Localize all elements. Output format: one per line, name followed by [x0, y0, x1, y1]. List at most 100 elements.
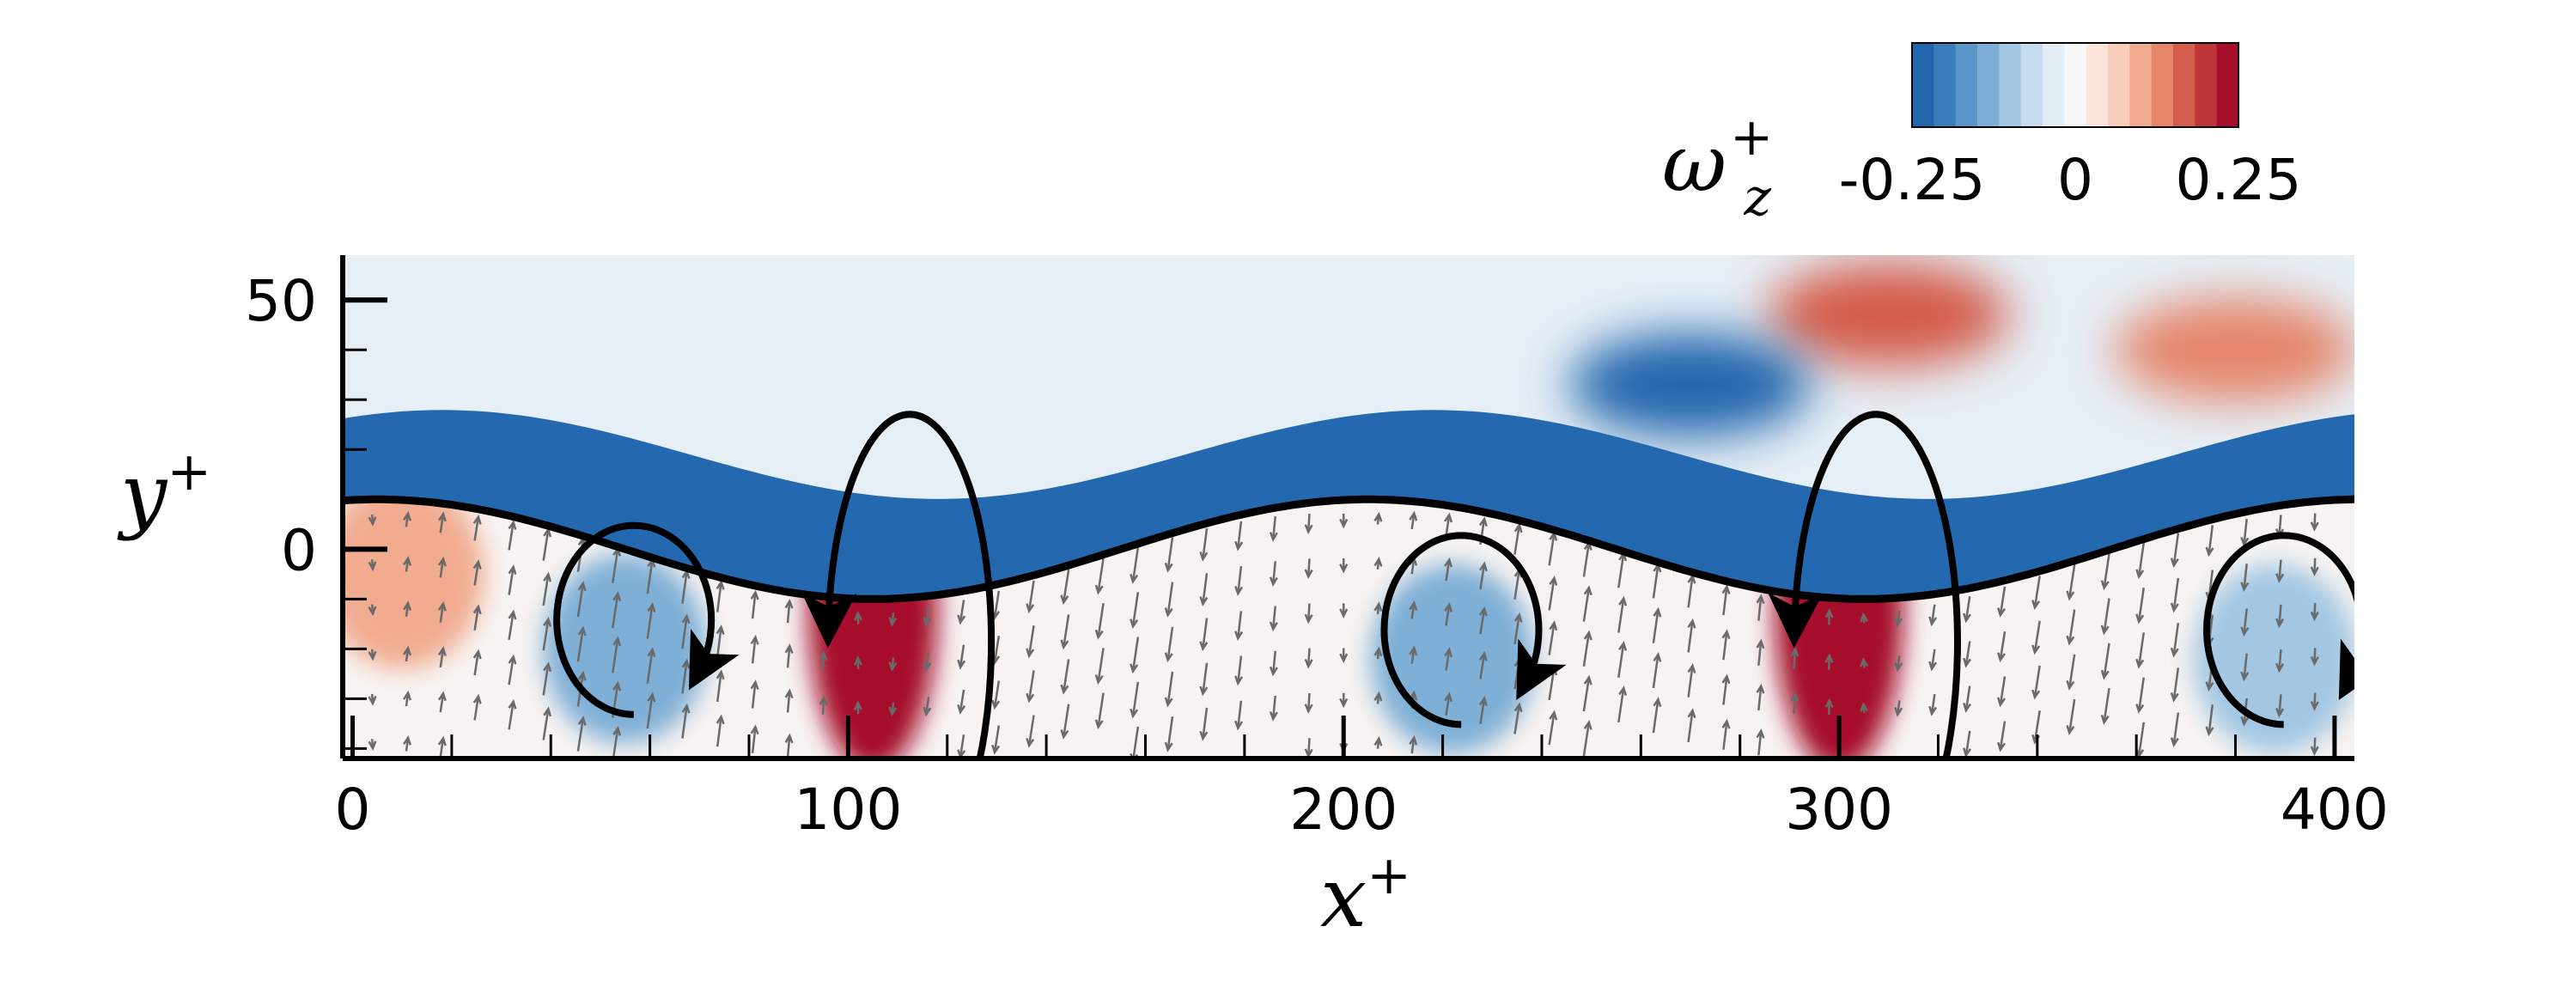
- velocity-vector: [1271, 606, 1276, 630]
- velocity-vector: [1410, 737, 1416, 754]
- velocity-vector: [2278, 694, 2282, 716]
- velocity-vector: [786, 600, 791, 624]
- velocity-vector: [612, 548, 619, 584]
- velocity-vector: [1063, 614, 1070, 648]
- velocity-vector: [1548, 712, 1556, 746]
- velocity-vector-head: [1618, 595, 1628, 606]
- velocity-vector: [959, 644, 965, 667]
- velocity-vector: [1999, 631, 2007, 661]
- velocity-vector-head: [1339, 564, 1349, 574]
- velocity-vector-head: [1060, 684, 1069, 695]
- velocity-vector-head: [2310, 701, 2319, 711]
- velocity-vector: [2313, 513, 2317, 530]
- x-tick-label: 200: [1289, 777, 1398, 843]
- velocity-vector: [1582, 677, 1591, 712]
- vortex-marker-clockwise: [2203, 532, 2354, 728]
- velocity-vector-head: [1894, 661, 1903, 673]
- velocity-vector-head: [403, 734, 412, 746]
- velocity-vector: [2103, 687, 2110, 723]
- velocity-vector: [508, 612, 515, 641]
- velocity-vector-head: [681, 658, 691, 669]
- velocity-vector: [1063, 704, 1070, 738]
- velocity-vector: [1063, 659, 1070, 692]
- velocity-vector-head: [2100, 715, 2110, 725]
- velocity-vector-head: [1997, 741, 2006, 753]
- velocity-vector-head: [819, 650, 828, 661]
- velocity-vector: [1202, 662, 1209, 694]
- velocity-vector-head: [577, 670, 587, 681]
- velocity-vector: [1202, 573, 1209, 605]
- velocity-vector: [1166, 716, 1174, 750]
- velocity-vector-head: [472, 649, 482, 660]
- velocity-vector: [1757, 730, 1763, 756]
- velocity-vector-head: [2135, 658, 2145, 669]
- velocity-vector-head: [2310, 566, 2319, 577]
- velocity-vector-head: [1653, 697, 1662, 708]
- velocity-vector-head: [2275, 662, 2285, 673]
- velocity-vector: [2278, 649, 2282, 671]
- vorticity-region: [1570, 332, 1812, 436]
- velocity-vector: [1617, 643, 1625, 678]
- velocity-vector: [959, 600, 965, 623]
- velocity-vector: [1548, 533, 1556, 566]
- velocity-vector: [1306, 513, 1311, 533]
- vortex-markers: [553, 411, 2354, 759]
- velocity-vector: [576, 717, 585, 752]
- velocity-vector-head: [1339, 518, 1349, 529]
- velocity-vector-head: [1721, 584, 1731, 594]
- velocity-vector-head: [1060, 594, 1069, 606]
- velocity-vector-head: [1444, 692, 1453, 703]
- velocity-vector: [1202, 618, 1209, 649]
- velocity-vector-head: [784, 688, 794, 699]
- velocity-vector: [751, 681, 757, 709]
- velocity-vector-head: [1409, 645, 1418, 656]
- velocity-vector-head: [1269, 532, 1278, 542]
- velocity-vector-head: [543, 571, 552, 582]
- velocity-vector-head: [1928, 616, 1938, 627]
- velocity-vector: [1964, 730, 1971, 756]
- velocity-vector-head: [543, 706, 552, 717]
- velocity-vector-head: [1373, 691, 1383, 702]
- vortex-marker-counterclockwise: [801, 411, 996, 759]
- velocity-vector-head: [2310, 611, 2319, 622]
- velocity-vector: [786, 645, 791, 668]
- velocity-vector-head: [437, 556, 447, 567]
- velocity-vector: [439, 693, 445, 713]
- velocity-vector-head: [1478, 606, 1488, 617]
- colorbar-ticks: -0.25 0 0.25: [1839, 147, 2302, 213]
- velocity-vector: [473, 696, 480, 721]
- velocity-vector-head: [1653, 652, 1662, 662]
- velocity-vector-head: [577, 581, 587, 592]
- velocity-vector: [1999, 586, 2007, 616]
- velocity-vector-head: [1373, 557, 1383, 567]
- velocity-vector-head: [1130, 618, 1139, 630]
- velocity-vector: [2033, 620, 2041, 653]
- colorbar-swatch: [2043, 43, 2065, 127]
- velocity-vector-head: [923, 617, 932, 628]
- velocity-vector: [1027, 625, 1035, 656]
- velocity-vector: [2243, 653, 2248, 679]
- velocity-vector-head: [1199, 730, 1209, 741]
- velocity-vector-head: [1860, 656, 1869, 667]
- velocity-vector-head: [368, 696, 377, 706]
- velocity-vector-head: [2170, 647, 2179, 658]
- velocity-vector-head: [819, 695, 828, 706]
- velocity-vector: [1617, 598, 1625, 633]
- velocity-vector-head: [888, 706, 898, 717]
- velocity-vector: [473, 606, 480, 631]
- colorbar-swatch: [1999, 43, 2022, 127]
- x-tick-label: 400: [2281, 777, 2389, 843]
- velocity-vector-head: [1026, 648, 1035, 659]
- velocity-vector-head: [2031, 600, 2041, 611]
- velocity-vector-head: [2100, 625, 2110, 636]
- velocity-vector-head: [1026, 603, 1035, 614]
- velocity-vector: [1793, 649, 1797, 669]
- velocity-vector-head: [1339, 608, 1349, 618]
- velocity-vector: [1652, 654, 1659, 689]
- velocity-vector: [1237, 655, 1243, 684]
- velocity-vector-head: [508, 520, 517, 530]
- velocity-vector-head: [1756, 728, 1765, 739]
- velocity-vector-head: [784, 643, 794, 654]
- velocity-vector-head: [1928, 705, 1938, 716]
- velocity-vector: [993, 590, 1001, 618]
